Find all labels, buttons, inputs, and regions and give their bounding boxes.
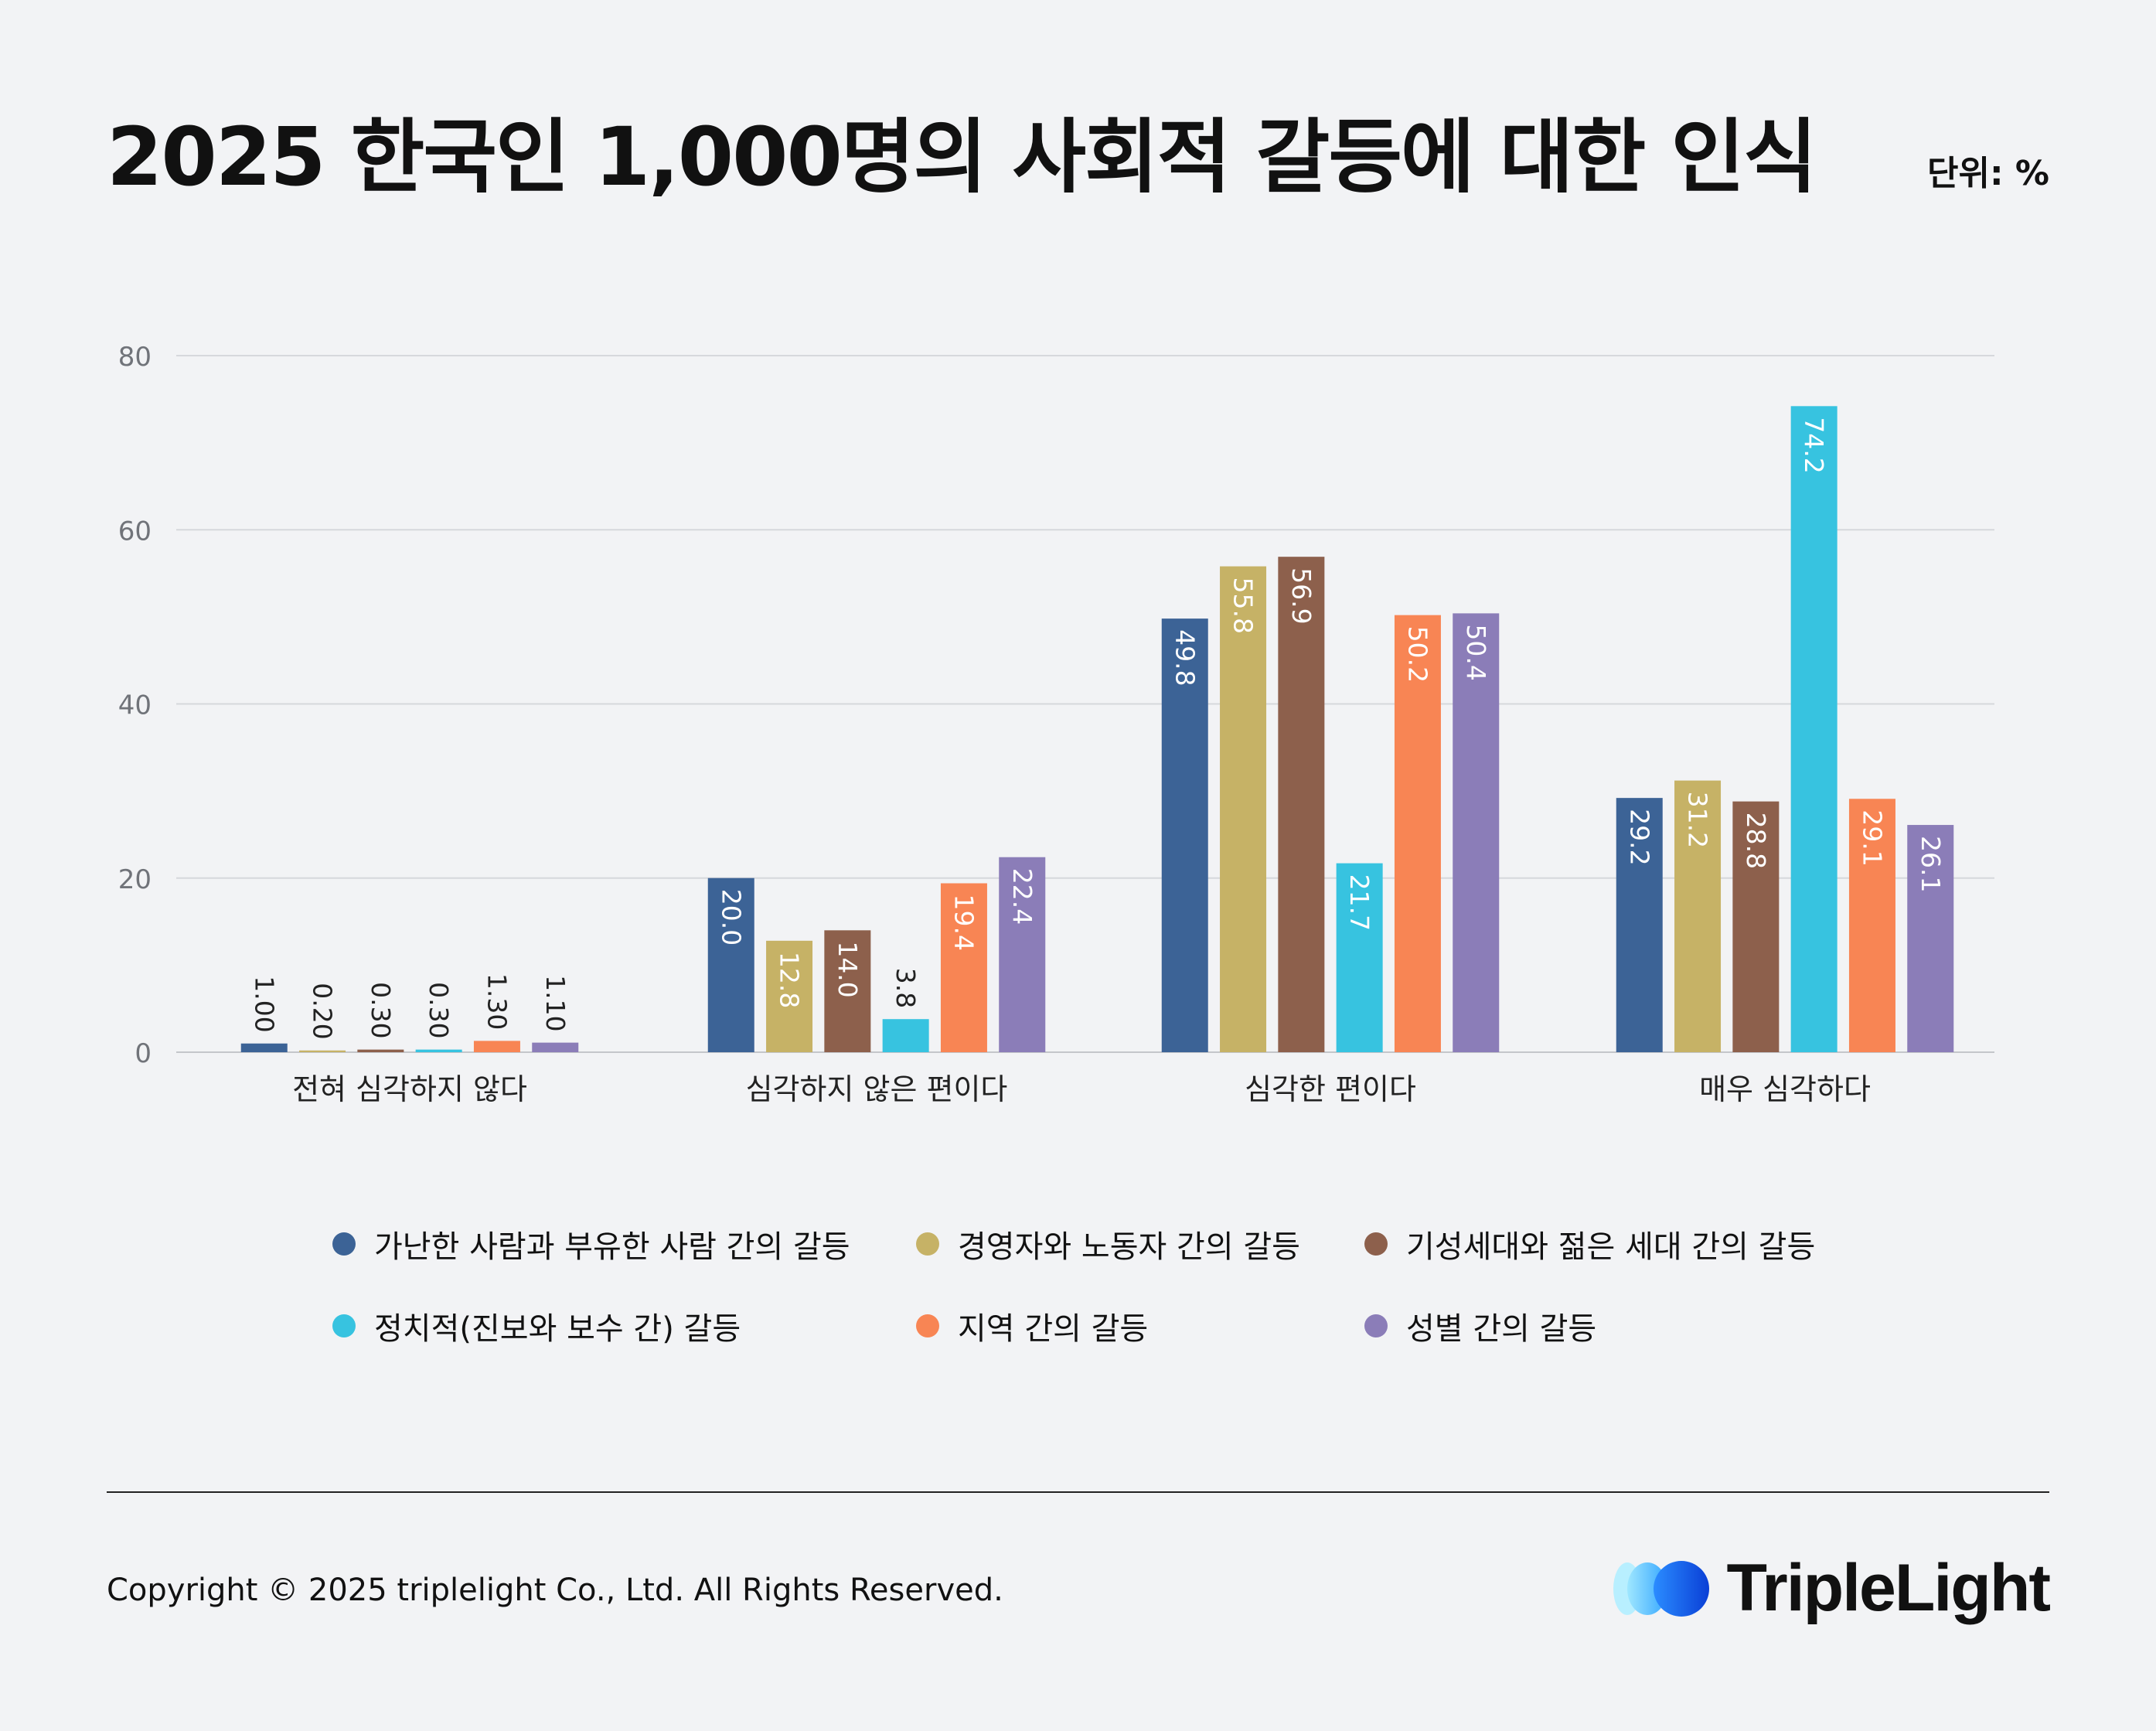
bar: [532, 1042, 579, 1052]
data-label: 3.8: [891, 968, 921, 1008]
legend-label: 경영자와 노동자 간의 갈등: [958, 1229, 1300, 1265]
bar: [707, 877, 754, 1052]
bar: [1674, 780, 1722, 1052]
data-label: 0.20: [308, 983, 338, 1039]
bar: [1336, 863, 1383, 1052]
data-label: 1.30: [482, 973, 512, 1030]
bar: [1907, 825, 1954, 1052]
copyright-text: Copyright © 2025 triplelight Co., Ltd. A…: [107, 1573, 1003, 1608]
data-label: 31.2: [1683, 792, 1713, 848]
data-label: 21.7: [1344, 874, 1374, 931]
data-label: 49.8: [1170, 629, 1200, 686]
x-tick-label: 매우 심각하다: [1699, 1072, 1871, 1106]
legend-label: 기성세대와 젊은 세대 간의 갈등: [1406, 1229, 1816, 1265]
x-tick-label: 심각하지 않은 편이다: [746, 1072, 1008, 1106]
data-label: 50.4: [1461, 624, 1491, 680]
legend-label: 정치적(진보와 보수 간) 갈등: [374, 1311, 741, 1347]
data-label: 0.30: [424, 982, 454, 1038]
bar: [240, 1043, 288, 1052]
data-label: 26.1: [1916, 836, 1946, 892]
data-label: 19.4: [949, 894, 979, 951]
bar-chart: 0 20 40 60 80 1.00 0.20 0.30 0.30 1.30 1.10 전혀 심각하지…: [118, 342, 1994, 1106]
legend-item: 성별 간의 갈등: [1364, 1303, 1844, 1348]
brand-name: TripleLight: [1726, 1551, 2051, 1625]
data-label: 29.1: [1857, 809, 1887, 866]
bar: [299, 1050, 346, 1052]
data-label: 28.8: [1741, 813, 1771, 869]
legend-swatch: [1364, 1232, 1388, 1256]
legend-label: 지역 간의 갈등: [958, 1311, 1149, 1347]
bar: [357, 1049, 404, 1052]
data-label: 50.2: [1402, 626, 1432, 683]
x-tick-label: 심각한 편이다: [1245, 1072, 1416, 1106]
data-label: 12.8: [775, 952, 805, 1008]
data-label: 22.4: [1007, 868, 1037, 925]
bar: [1616, 798, 1663, 1052]
bar: [1790, 406, 1838, 1052]
legend-swatch: [1364, 1314, 1388, 1337]
bar: [1848, 799, 1895, 1052]
legend-item: 가난한 사람과 부유한 사람 간의 갈등: [332, 1222, 916, 1266]
data-label: 14.0: [833, 941, 863, 997]
y-tick-label: 80: [118, 342, 152, 373]
bar: [766, 940, 813, 1052]
legend-swatch: [332, 1232, 356, 1256]
y-tick-label: 0: [135, 1038, 152, 1069]
legend-swatch: [332, 1314, 356, 1337]
bar: [1453, 613, 1500, 1052]
legend-swatch: [916, 1232, 939, 1256]
x-tick-label: 전혀 심각하지 않다: [292, 1072, 527, 1106]
footer-divider: [107, 1491, 2049, 1493]
y-tick-label: 60: [118, 516, 152, 547]
legend-item: 정치적(진보와 보수 간) 갈등: [332, 1303, 916, 1348]
data-label: 74.2: [1799, 417, 1829, 473]
bar: [1278, 557, 1325, 1052]
data-label: 1.10: [540, 975, 571, 1031]
bar: [1220, 566, 1267, 1052]
data-label: 20.0: [716, 889, 746, 946]
legend-swatch: [916, 1314, 939, 1337]
bar: [940, 883, 987, 1052]
bar: [1394, 615, 1441, 1052]
data-label: 29.2: [1624, 809, 1654, 865]
legend-label: 성별 간의 갈등: [1406, 1311, 1597, 1347]
brand-logo: TripleLight: [1610, 1550, 2051, 1627]
legend-label: 가난한 사람과 부유한 사람 간의 갈등: [374, 1229, 850, 1265]
legend-item: 경영자와 노동자 간의 갈등: [916, 1222, 1364, 1266]
triplelight-logo-icon: [1613, 1560, 1710, 1617]
bar: [999, 857, 1046, 1052]
data-label: 56.9: [1286, 567, 1316, 624]
unit-label: 단위: %: [1927, 154, 2049, 193]
data-label: 0.30: [366, 982, 396, 1038]
y-tick-label: 40: [118, 690, 152, 721]
y-tick-label: 20: [118, 864, 152, 895]
legend-item: 기성세대와 젊은 세대 간의 갈등: [1364, 1222, 1844, 1266]
bar: [824, 930, 871, 1052]
bar: [415, 1049, 462, 1052]
bar: [882, 1019, 929, 1052]
page-title: 2025 한국인 1,000명의 사회적 갈등에 대한 인식: [107, 110, 1817, 204]
bar: [1732, 801, 1780, 1052]
legend-item: 지역 간의 갈등: [916, 1303, 1364, 1348]
bar: [1161, 618, 1208, 1052]
bar: [473, 1041, 520, 1052]
chart-legend: 가난한 사람과 부유한 사람 간의 갈등 경영자와 노동자 간의 갈등 기성세대와 …: [332, 1222, 1878, 1348]
data-label: 1.00: [249, 976, 279, 1032]
data-label: 55.8: [1228, 578, 1259, 634]
